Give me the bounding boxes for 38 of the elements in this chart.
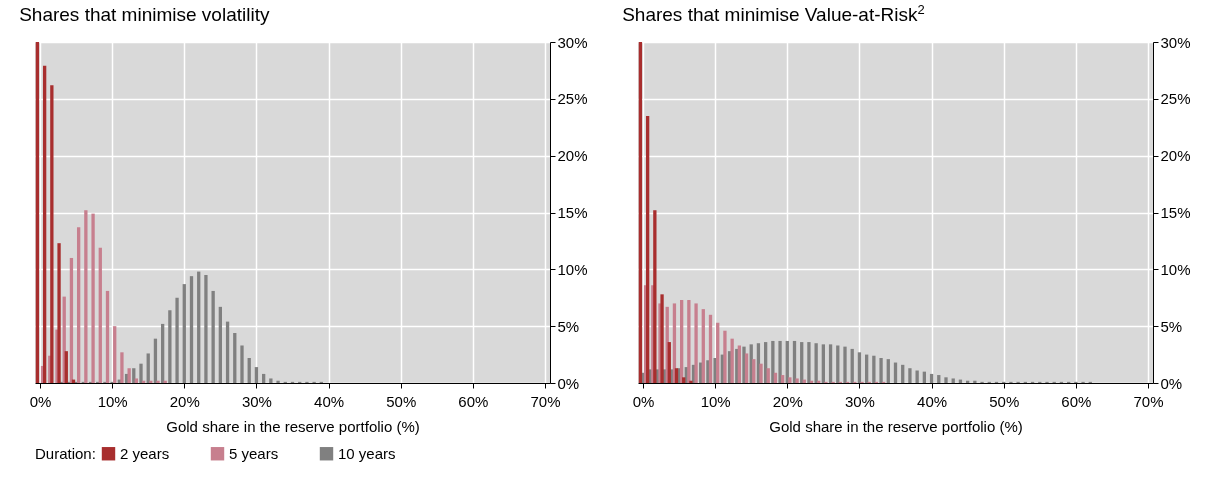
x-tick-label: 50% [989, 392, 1020, 410]
x-tick-label: 70% [1133, 392, 1164, 410]
x-tick-label: 30% [241, 392, 272, 410]
x-tick-label: 60% [1061, 392, 1092, 410]
legend-label: 2 years [120, 444, 170, 462]
x-tick-label: 30% [844, 392, 875, 410]
y-tick-label: 20% [1160, 147, 1191, 165]
x-tick-label: 10% [700, 392, 731, 410]
chart-title: Shares that minimise volatility [19, 4, 270, 25]
x-tick-label: 20% [169, 392, 200, 410]
y-tick-label: 15% [557, 204, 588, 221]
legend-label: 5 years [229, 444, 279, 462]
y-tick-label: 0% [1160, 374, 1183, 392]
x-tick-label: 0% [632, 392, 655, 410]
chart-title: Shares that minimise Value-at-Risk$^{2}$ [622, 1, 925, 25]
x-tick-label: 70% [530, 392, 561, 410]
y-tick-label: 5% [557, 317, 580, 335]
y-tick-label: 30% [1160, 33, 1191, 51]
x-tick-label: 20% [772, 392, 803, 410]
legend-label: 10 years [338, 444, 396, 462]
y-tick-label: 20% [557, 147, 588, 165]
y-tick-label: 10% [1160, 260, 1191, 278]
x-tick-label: 40% [314, 392, 345, 410]
y-tick-label: 25% [1160, 90, 1191, 108]
x-tick-label: 40% [917, 392, 948, 410]
x-tick-label: 60% [458, 392, 489, 410]
x-tick-label: 50% [386, 392, 417, 410]
legend-title: Duration: [35, 445, 96, 462]
x-axis-title: Gold share in the reserve portfolio (%) [166, 417, 420, 435]
x-tick-label: 0% [29, 392, 52, 410]
y-tick-label: 15% [1160, 204, 1191, 221]
x-axis-title: Gold share in the reserve portfolio (%) [769, 417, 1023, 435]
y-tick-label: 25% [557, 90, 588, 108]
y-tick-label: 10% [557, 260, 588, 278]
y-tick-label: 0% [557, 374, 580, 392]
y-tick-label: 30% [557, 33, 588, 51]
y-tick-label: 5% [1160, 317, 1183, 335]
x-tick-label: 10% [97, 392, 128, 410]
